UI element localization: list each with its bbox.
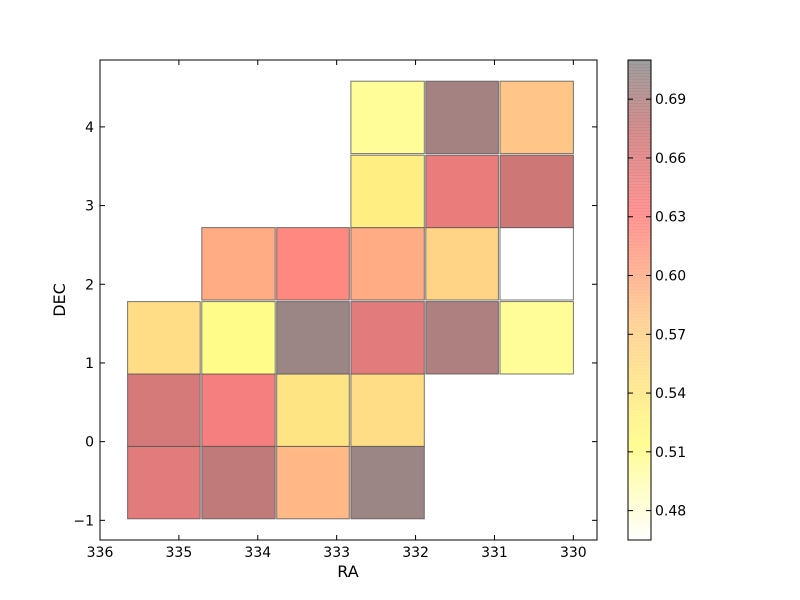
axes-frame [99,59,598,541]
heatmap-cell [276,301,350,375]
heatmap-cell [425,154,499,229]
heatmap-cells [127,80,574,520]
x-tick-label: 334 [244,545,271,561]
y-tick-label: −1 [73,513,94,529]
heatmap-cell [201,301,276,375]
heatmap-cell [350,373,425,447]
colorbar-tick-label: 0.48 [655,504,686,520]
colorbar-tick-label: 0.54 [655,386,686,402]
heatmap-cell [127,445,201,520]
x-tick-label: 330 [560,545,587,561]
plot-area: 336 335 334 333 332 331 330 −1 0 1 2 3 4 RA DEC [50,59,598,581]
colorbar-ticks: 0.48 0.51 0.54 0.57 0.60 0.63 0.66 0.69 [628,92,686,520]
x-tick-label: 335 [166,545,193,561]
x-tick-label: 336 [87,545,114,561]
heatmap-cell [276,445,350,520]
heatmap-cell [425,80,499,155]
y-tick-label: 0 [85,435,94,451]
y-tick-label: 3 [85,199,94,215]
y-tick-label: 4 [85,120,94,136]
heatmap-cell [276,373,350,447]
heatmap-cell [499,80,574,155]
x-axis-ticks: 336 335 334 333 332 331 330 [87,60,587,561]
heatmap-cell [425,301,499,375]
y-axis-label: DEC [50,283,69,317]
heatmap-cell [350,227,425,301]
heatmap-cell [201,227,276,301]
x-tick-label: 331 [481,545,508,561]
colorbar-tick-label: 0.69 [655,92,686,108]
heatmap-cell [201,445,276,520]
heatmap-cell [201,373,276,447]
heatmap-cell [350,445,425,520]
colorbar-tick-label: 0.66 [655,151,686,167]
y-axis-ticks: −1 0 1 2 3 4 [73,120,597,529]
colorbar-fill [628,60,651,540]
heatmap-cell [350,154,425,229]
heatmap-cell [350,301,425,375]
y-tick-label: 1 [85,356,94,372]
colorbar-tick-label: 0.51 [655,445,686,461]
colorbar-bands [628,62,651,538]
colorbar-tick-label: 0.63 [655,210,686,226]
heatmap-cell [127,373,201,447]
colorbar-tick-label: 0.60 [655,269,686,285]
colorbar-tick-label: 0.57 [655,327,686,343]
heatmap-cell [350,80,425,155]
y-tick-label: 2 [85,277,94,293]
x-axis-label: RA [337,562,358,581]
heatmap-cell [425,227,499,301]
colorbar: 0.48 0.51 0.54 0.57 0.60 0.63 0.66 0.69 [627,59,686,541]
heatmap-cell [499,227,574,301]
heatmap-cell [127,301,201,375]
x-tick-label: 332 [402,545,429,561]
colorbar-frame [627,59,652,541]
heatmap-cell [499,154,574,229]
heatmap-cell [276,227,350,301]
heatmap-cell [499,301,574,375]
x-tick-label: 333 [323,545,350,561]
